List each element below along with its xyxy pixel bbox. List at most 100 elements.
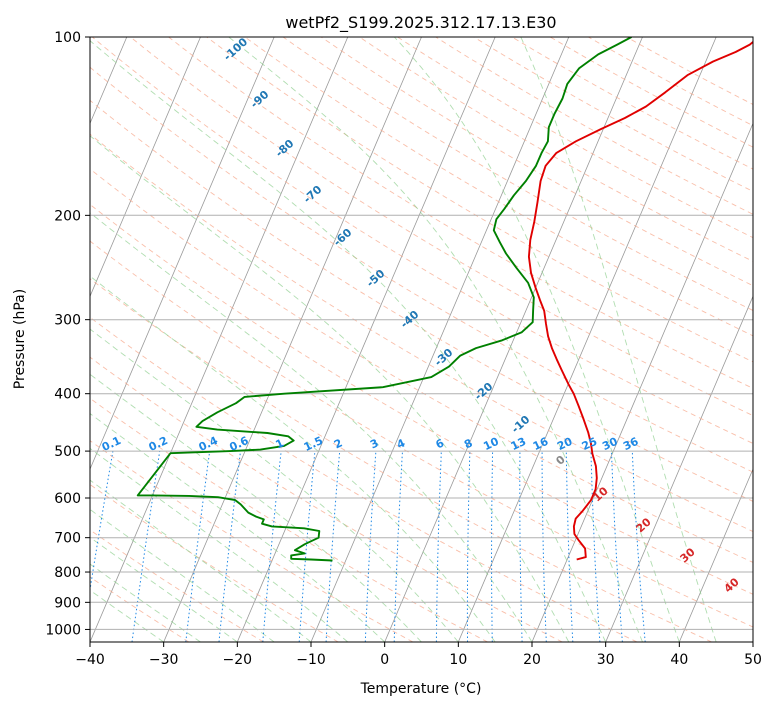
moist-adiabat-line: [90, 135, 570, 642]
x-axis-label: Temperature (°C): [360, 681, 482, 697]
moist-adiabat-line: [90, 328, 459, 642]
dry-adiabat-line: [90, 397, 488, 642]
dry-adiabat-line: [90, 356, 563, 642]
y-tick-label: 600: [54, 491, 81, 507]
mixing-ratio-line: [519, 451, 523, 642]
temperature-line: [527, 40, 753, 561]
y-tick-label: 300: [54, 313, 81, 329]
mixing-ratio-label: 10: [481, 435, 501, 453]
dry-adiabat-line: [206, 37, 753, 363]
mixing-ratio-line: [364, 451, 377, 642]
x-tick-label: 50: [744, 652, 762, 668]
dry-adiabat-line: [511, 37, 753, 170]
isotherm-label: -80: [273, 137, 297, 160]
mixing-ratio-label: 36: [621, 435, 641, 453]
chart-title: wetPf2_S199.2025.312.17.13.E30: [285, 13, 556, 33]
mixing-ratio-label: 3: [368, 436, 380, 451]
x-axis-ticks: −40 −30 −20 −10 0 10 20 30 40 50: [75, 642, 762, 668]
isotherm-label: -60: [331, 226, 355, 249]
y-axis-label: Pressure (hPa): [12, 289, 28, 389]
isotherm-label: 40: [722, 575, 742, 595]
moist-adiabat-line: [90, 373, 422, 642]
x-tick-label: 30: [597, 652, 615, 668]
isotherm-label: -40: [398, 308, 422, 331]
dry-adiabat-line: [90, 576, 190, 642]
isotherm-label: 10: [591, 484, 611, 504]
moist-adiabat-line: [90, 275, 496, 642]
mixing-ratio-line: [131, 451, 161, 642]
x-tick-label: −30: [149, 652, 179, 668]
isotherm-label: -10: [509, 413, 533, 436]
mixing-ratio-line: [565, 451, 574, 642]
moist-adiabat-line: [90, 40, 607, 642]
moist-adiabat-line: [90, 563, 201, 642]
mixing-ratio-line: [435, 451, 442, 642]
moist-adiabat-line: [90, 212, 533, 642]
isotherm-line: [384, 37, 643, 642]
isotherm-line: [90, 37, 349, 642]
mixing-ratio-label: 16: [531, 435, 551, 453]
dry-adiabat-line: [130, 37, 753, 417]
x-tick-label: −20: [223, 652, 253, 668]
y-tick-label: 500: [54, 444, 81, 460]
isotherm-line: [678, 468, 753, 642]
dewpoint-line: [136, 37, 632, 562]
isotherm-line: [457, 37, 717, 642]
dry-adiabat-line: [359, 37, 753, 262]
y-tick-label: 200: [54, 208, 81, 224]
moist-adiabat-line: [90, 447, 349, 642]
isotherm-label: -100: [221, 35, 250, 63]
y-tick-label: 900: [54, 595, 81, 611]
moist-adiabat-line: [90, 412, 386, 642]
pressure-gridlines: [90, 36, 753, 630]
x-tick-label: −40: [75, 652, 105, 668]
isotherm-line: [531, 122, 753, 642]
dry-adiabat-line: [92, 37, 753, 444]
x-tick-label: 0: [380, 652, 389, 668]
y-tick-label: 800: [54, 565, 81, 581]
dry-adiabat-line: [90, 99, 753, 502]
isotherm-line: [236, 37, 496, 642]
mixing-ratio-line: [490, 451, 494, 642]
dry-adiabat-line: [90, 133, 753, 533]
moist-adiabat-line: [90, 508, 275, 642]
y-axis-ticks: 100 200 300 400 500 600 700 800 900 1000: [45, 30, 90, 638]
dry-adiabat-line: [90, 278, 712, 642]
isotherm-label: 0: [553, 453, 568, 468]
moist-adiabat-line: [228, 37, 643, 642]
mixing-ratio-label: 30: [600, 435, 620, 453]
mixing-ratio-line: [262, 451, 282, 642]
moist-adiabat-line: [90, 479, 312, 642]
isotherm-label: 20: [634, 515, 654, 535]
mixing-ratio-line: [185, 451, 211, 642]
x-tick-label: 20: [523, 652, 541, 668]
dry-adiabat-line: [90, 440, 414, 642]
x-tick-label: 10: [449, 652, 467, 668]
moist-adiabat-line: [520, 37, 717, 642]
isotherm-label: -70: [301, 183, 325, 206]
mixing-ratio-line: [611, 451, 623, 642]
mixing-ratio-line: [218, 451, 241, 642]
plot-frame: [89, 36, 754, 643]
mixing-ratio-line: [631, 451, 646, 642]
dry-adiabat-line: [168, 37, 753, 389]
dry-adiabat-line: [90, 483, 339, 642]
dry-adiabat-line: [549, 37, 753, 148]
background-lines: [90, 37, 753, 642]
isotherm-line: [752, 640, 753, 642]
dry-adiabat-line: [320, 37, 753, 287]
dry-adiabat-line: [435, 37, 753, 215]
mixing-ratio-line: [90, 451, 114, 594]
mixing-ratio-label: 13: [509, 435, 528, 453]
moist-adiabat-line: [393, 37, 680, 642]
x-tick-label: 40: [670, 652, 688, 668]
isotherm-line: [90, 37, 201, 298]
dry-adiabat-line: [90, 240, 753, 628]
mixing-ratio-label: 25: [580, 435, 599, 453]
moist-adiabat-line: [90, 536, 238, 642]
dry-adiabat-line: [90, 66, 753, 473]
dry-adiabat-line: [473, 37, 753, 192]
isotherm-line: [163, 37, 422, 642]
y-tick-label: 1000: [45, 622, 81, 638]
